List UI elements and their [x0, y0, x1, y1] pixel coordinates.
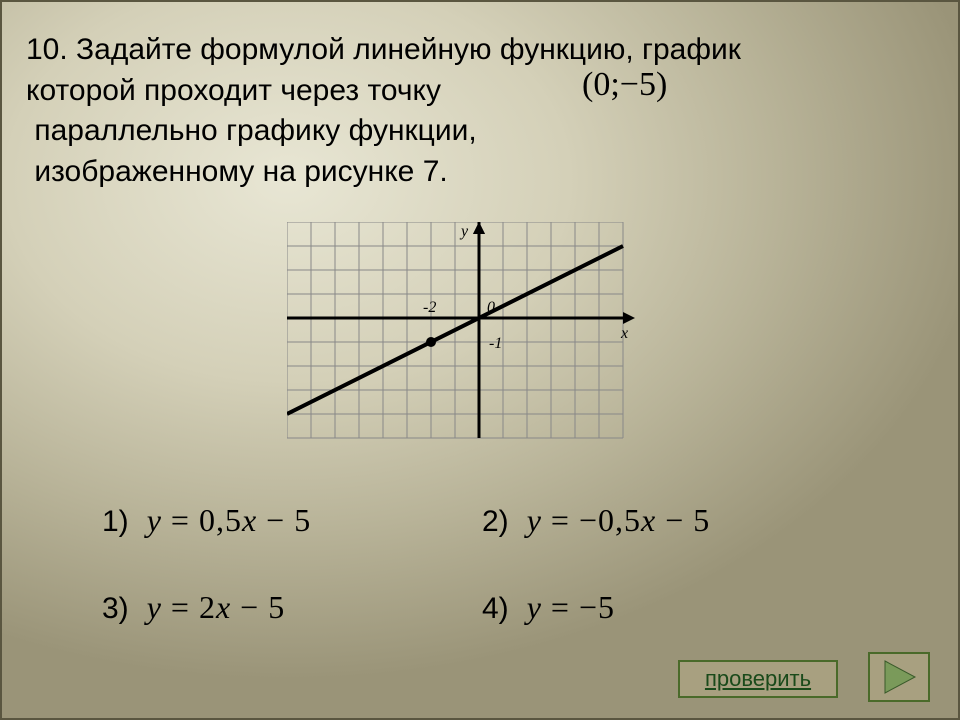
svg-text:-2: -2 [423, 299, 436, 316]
option-3[interactable]: 3) y = 2x − 5 [102, 589, 482, 626]
option-4[interactable]: 4) y = −5 [482, 589, 862, 626]
option-1[interactable]: 1) y = 0,5x − 5 [102, 502, 482, 539]
option-4-num: 4) [482, 592, 509, 626]
q-line1: 10. Задайте формулой линейную функцию, г… [26, 33, 741, 66]
option-3-formula: y = 2x − 5 [147, 589, 286, 626]
q-line2: которой проходит через точку [26, 74, 441, 107]
option-2-num: 2) [482, 505, 509, 539]
point-value: (0;−5) [582, 66, 667, 103]
svg-text:-1: -1 [489, 335, 502, 352]
q-line4: изображенному на рисунке 7. [34, 155, 447, 188]
option-1-formula: y = 0,5x − 5 [147, 502, 312, 539]
answer-options: 1) y = 0,5x − 5 2) y = −0,5x − 5 3) y = … [102, 502, 862, 676]
option-3-num: 3) [102, 592, 129, 626]
option-1-num: 1) [102, 505, 129, 539]
option-2[interactable]: 2) y = −0,5x − 5 [482, 502, 862, 539]
graph-svg: y x 0 -2 -1 [287, 222, 637, 442]
svg-text:x: x [620, 325, 628, 342]
question-text: 10. Задайте формулой линейную функцию, г… [26, 30, 934, 192]
play-icon [881, 659, 917, 695]
q-line3: параллельно графику функции, [34, 114, 476, 147]
check-button-label: проверить [705, 666, 811, 691]
check-button[interactable]: проверить [678, 660, 838, 698]
graph-figure: y x 0 -2 -1 [287, 222, 637, 442]
svg-text:0: 0 [487, 299, 495, 316]
svg-text:y: y [459, 223, 469, 240]
option-4-formula: y = −5 [527, 589, 615, 626]
point-label: (0;−5) [582, 66, 667, 104]
next-button[interactable] [868, 652, 930, 702]
option-2-formula: y = −0,5x − 5 [527, 502, 711, 539]
